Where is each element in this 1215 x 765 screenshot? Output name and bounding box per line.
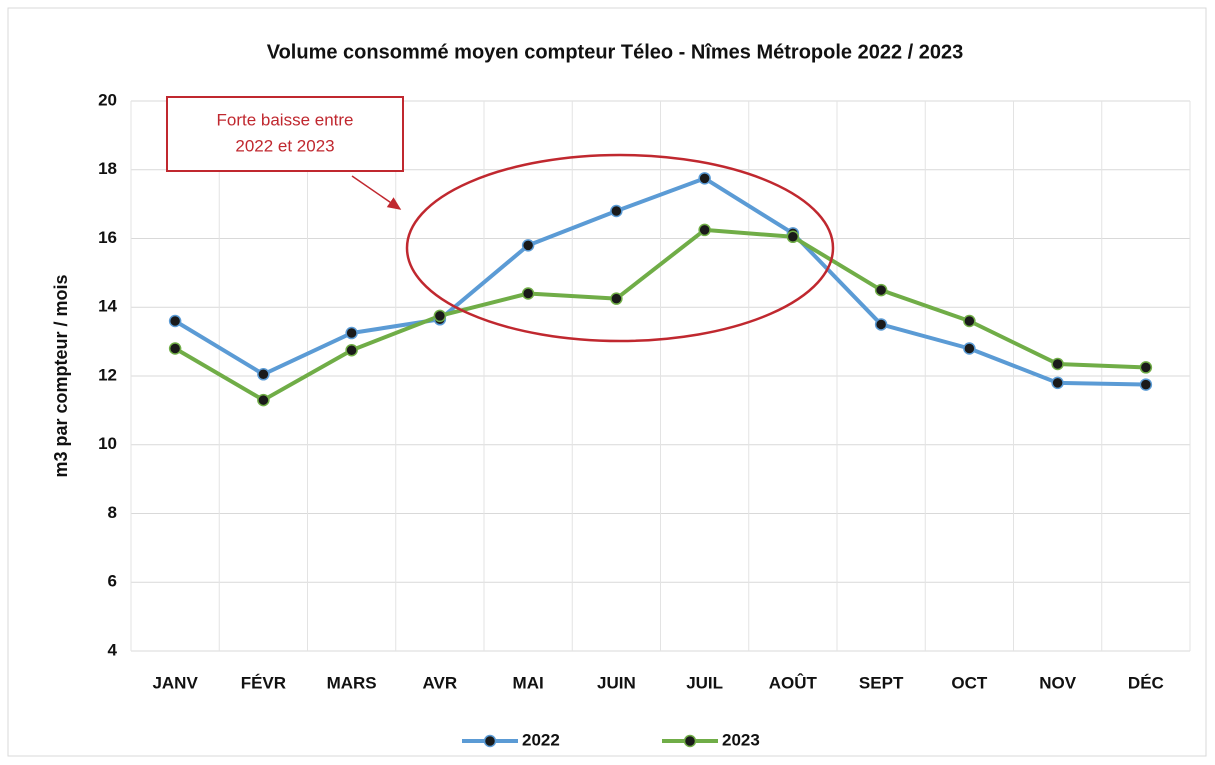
data-point (257, 368, 270, 381)
y-tick-label: 8 (108, 503, 117, 522)
data-point (433, 309, 447, 323)
y-tick-label: 4 (108, 640, 118, 659)
data-point (521, 239, 535, 252)
y-tick-label: 20 (98, 90, 117, 109)
data-point (874, 283, 888, 297)
data-point (168, 314, 182, 328)
series-line (174, 176, 1146, 387)
x-tick-label: JUIL (686, 673, 723, 692)
legend-label: 2022 (522, 730, 560, 749)
data-point (1139, 378, 1153, 391)
x-tick-label: SEPT (859, 673, 904, 692)
y-tick-label: 18 (98, 159, 117, 178)
x-tick-label: FÉVR (241, 673, 286, 692)
x-tick-label: MARS (327, 673, 377, 692)
data-point (963, 342, 976, 355)
data-point (168, 342, 182, 355)
data-point (874, 318, 888, 331)
legend-marker (683, 734, 697, 748)
y-tick-label: 6 (108, 572, 117, 591)
data-point (521, 287, 535, 300)
data-point (698, 223, 711, 237)
highlight-ellipse (405, 153, 835, 343)
plot (168, 172, 1153, 407)
x-tick-label: NOV (1039, 673, 1077, 692)
y-axis-label: m3 par compteur / mois (51, 274, 71, 477)
x-tick-label: AOÛT (769, 673, 818, 692)
x-tick-label: JUIN (597, 673, 636, 692)
series-line (174, 227, 1146, 403)
x-tick-label: JANV (152, 673, 198, 692)
annotation-arrow (351, 175, 402, 210)
data-point (257, 393, 270, 407)
data-point (786, 230, 800, 244)
data-point (698, 172, 711, 185)
data-point (610, 204, 623, 218)
data-point (1051, 376, 1064, 390)
y-tick-label: 14 (98, 297, 117, 316)
data-point (1139, 361, 1153, 374)
data-point (1051, 357, 1064, 371)
x-tick-label: OCT (951, 673, 988, 692)
annotation-text: Forte baisse entre (216, 110, 353, 129)
legend-label: 2023 (722, 730, 760, 749)
data-point (345, 343, 358, 357)
y-tick-label: 10 (98, 434, 117, 453)
y-tick-label: 16 (98, 228, 117, 247)
annotation-text: 2022 et 2023 (235, 136, 334, 155)
annotation-box (166, 96, 404, 172)
x-tick-label: AVR (423, 673, 458, 692)
x-tick-label: DÉC (1128, 673, 1164, 692)
legend-marker (483, 734, 497, 748)
x-tick-label: MAI (513, 673, 544, 692)
y-tick-label: 12 (98, 365, 117, 384)
chart-title: Volume consommé moyen compteur Téleo - N… (267, 41, 964, 63)
data-point (345, 326, 358, 340)
data-point (610, 292, 623, 305)
data-point (963, 314, 976, 328)
